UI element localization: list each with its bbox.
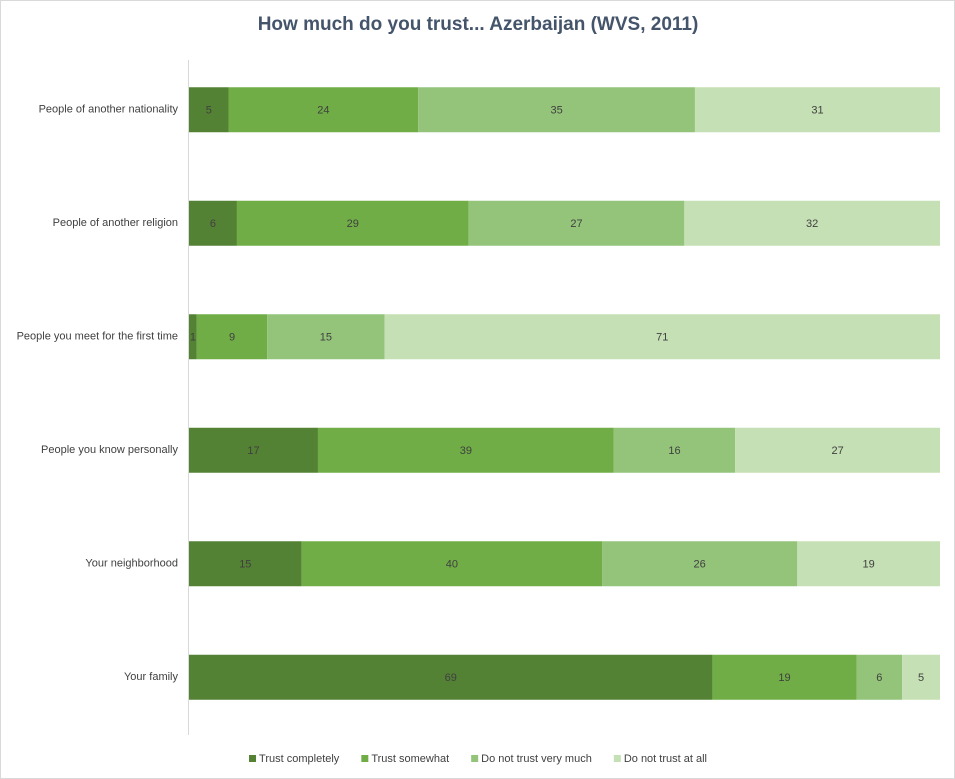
data-label: 16: [668, 445, 680, 457]
bar-segment: [684, 200, 940, 246]
bar-segment: [602, 541, 798, 587]
legend-label: Trust completely: [259, 753, 340, 765]
data-label: 71: [656, 332, 668, 344]
bar-segment: [317, 427, 614, 473]
legend-swatch: [361, 755, 369, 762]
data-label: 27: [831, 445, 843, 457]
bar-segment: [236, 200, 469, 246]
y-tick-label: People of another religion: [53, 217, 178, 229]
legend-label: Do not trust very much: [481, 753, 592, 765]
bar-segment: [301, 541, 603, 587]
data-label: 27: [570, 218, 582, 230]
y-tick-label: Your family: [124, 671, 179, 683]
bar-segment: [189, 427, 318, 473]
legend: Trust completely Trust somewhat Do not tru…: [249, 753, 707, 765]
legend-swatch: [613, 755, 621, 762]
legend-label: Trust somewhat: [371, 753, 449, 765]
data-label: 1: [190, 332, 196, 344]
chart-title: How much do you trust... Azerbaijan (WVS…: [258, 14, 699, 35]
y-tick-label: People you know personally: [41, 444, 178, 456]
data-label: 39: [460, 445, 472, 457]
bar-segment: [189, 87, 229, 133]
bar-segment: [735, 427, 940, 473]
y-tick-label: Your neighborhood: [85, 558, 178, 570]
bar-segment: [267, 314, 385, 360]
data-label: 69: [445, 672, 457, 684]
bar-segment: [468, 200, 685, 246]
data-label: 40: [446, 559, 458, 571]
data-label: 15: [239, 559, 251, 571]
bar-segment: [228, 87, 419, 133]
bar-segment: [196, 314, 268, 360]
data-label: 35: [550, 105, 562, 117]
bar-segment: [384, 314, 941, 360]
bar-segment: [856, 654, 903, 700]
y-tick-label: People of another nationality: [39, 104, 179, 116]
y-tick-label: People you meet for the first time: [17, 331, 178, 343]
bar-segment: [613, 427, 736, 473]
data-label: 9: [229, 332, 235, 344]
data-label: 24: [317, 105, 329, 117]
data-label: 29: [347, 218, 359, 230]
bar-segment: [902, 654, 940, 700]
bar-segment: [797, 541, 940, 587]
data-label: 19: [778, 672, 790, 684]
data-label: 17: [247, 445, 259, 457]
data-label: 6: [210, 218, 216, 230]
legend-swatch: [471, 755, 479, 762]
data-label: 31: [811, 105, 823, 117]
bar-segment: [712, 654, 857, 700]
data-label: 6: [876, 672, 882, 684]
legend-swatch: [249, 755, 257, 762]
data-label: 32: [806, 218, 818, 230]
data-label: 5: [918, 672, 924, 684]
data-label: 5: [206, 105, 212, 117]
data-label: 19: [863, 559, 875, 571]
data-label: 26: [694, 559, 706, 571]
data-label: 15: [320, 332, 332, 344]
bar-segment: [694, 87, 940, 133]
bar-segment: [189, 200, 237, 246]
legend-label: Do not trust at all: [624, 753, 707, 765]
bar-segment: [189, 654, 713, 700]
bar-segment: [189, 314, 197, 360]
bar-segment: [418, 87, 695, 133]
bar-segment: [189, 541, 302, 587]
